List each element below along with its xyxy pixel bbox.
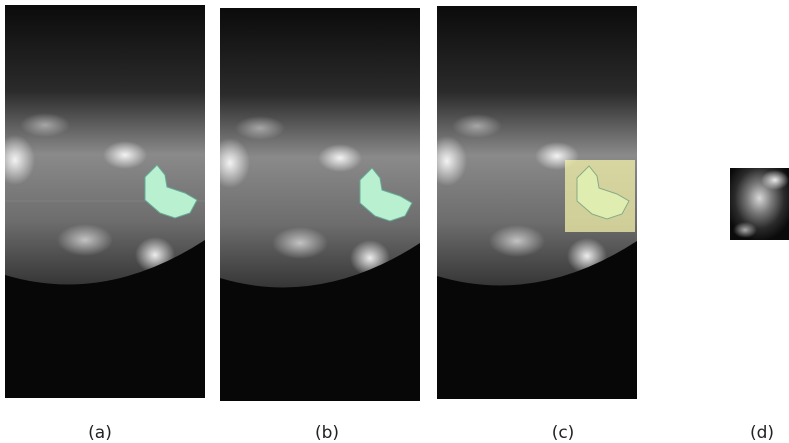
panel-d (730, 168, 789, 240)
panel-label: (d) (750, 423, 774, 443)
figure: (a) (b) (c) (d) (0, 0, 789, 443)
panel-b (210, 8, 420, 401)
panel-label: (c) (552, 423, 575, 443)
panel-a (0, 5, 205, 398)
panel-label: (a) (88, 423, 112, 443)
panel-c (427, 6, 637, 399)
panel-label: (b) (315, 423, 339, 443)
